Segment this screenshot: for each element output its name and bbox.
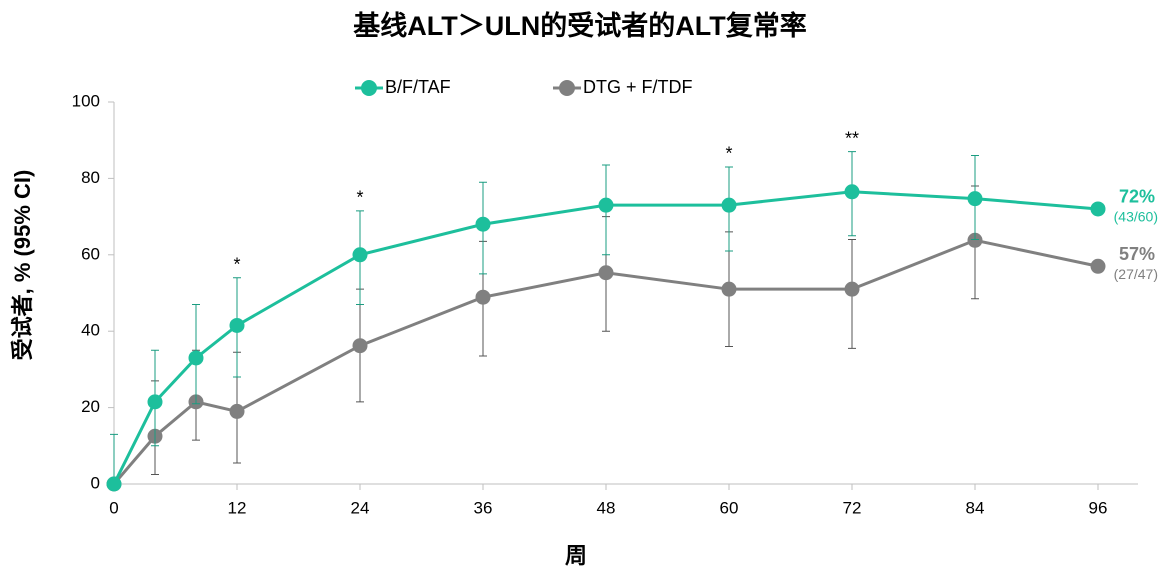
data-point	[352, 338, 368, 354]
x-tick-label: 84	[966, 498, 985, 517]
data-point	[1090, 258, 1106, 274]
legend-label: DTG + F/TDF	[583, 77, 693, 97]
data-point	[721, 281, 737, 297]
end-count: (27/47)	[1114, 266, 1158, 282]
data-point	[106, 476, 122, 492]
x-tick-label: 60	[720, 498, 739, 517]
y-tick-label: 80	[81, 168, 100, 187]
x-tick-label: 96	[1089, 498, 1108, 517]
data-point	[598, 265, 614, 281]
legend-label: B/F/TAF	[385, 77, 451, 97]
data-point	[475, 216, 491, 232]
data-point	[598, 197, 614, 213]
x-tick-label: 36	[474, 498, 493, 517]
end-label: 57%	[1119, 244, 1155, 264]
chart-title: 基线ALT＞ULN的受试者的ALT复常率	[353, 10, 806, 41]
x-tick-label: 72	[843, 498, 862, 517]
data-point	[352, 247, 368, 263]
data-point	[844, 184, 860, 200]
legend-marker	[361, 80, 377, 96]
significance-marker: **	[845, 128, 859, 148]
x-axis-label: 周	[565, 543, 587, 568]
data-point	[967, 232, 983, 248]
data-point	[229, 403, 245, 419]
y-tick-label: 40	[81, 321, 100, 340]
data-point	[844, 281, 860, 297]
x-tick-label: 48	[597, 498, 616, 517]
data-point	[147, 394, 163, 410]
y-tick-label: 0	[91, 473, 100, 492]
x-tick-label: 0	[109, 498, 118, 517]
data-point	[967, 191, 983, 207]
end-count: (43/60)	[1114, 209, 1158, 225]
y-tick-label: 20	[81, 397, 100, 416]
x-tick-label: 12	[228, 498, 247, 517]
x-tick-label: 24	[351, 498, 370, 517]
end-label: 72%	[1119, 187, 1155, 207]
y-tick-label: 100	[72, 91, 100, 110]
significance-marker: *	[725, 144, 732, 164]
data-point	[188, 350, 204, 366]
data-point	[229, 317, 245, 333]
legend-marker	[559, 80, 575, 96]
data-point	[1090, 201, 1106, 217]
significance-marker: *	[233, 254, 240, 274]
y-tick-label: 60	[81, 244, 100, 263]
data-point	[475, 289, 491, 305]
data-point	[721, 197, 737, 213]
y-axis-label: 受试者, % (95% CI)	[10, 170, 35, 361]
significance-marker: *	[356, 188, 363, 208]
